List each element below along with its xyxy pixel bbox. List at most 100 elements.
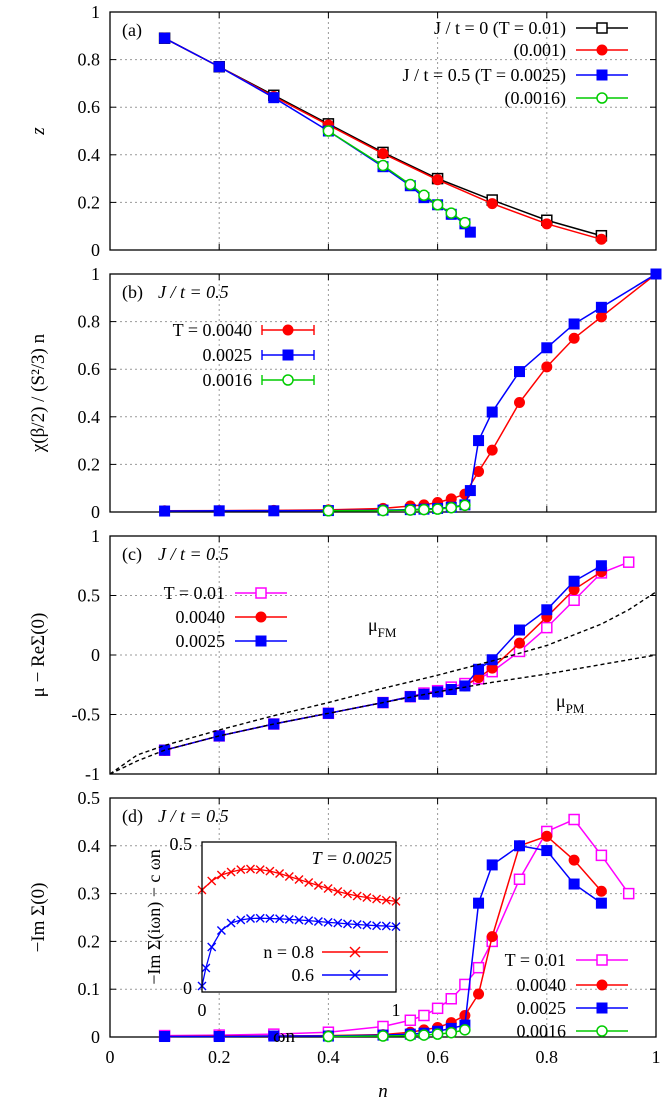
data-point [445, 501, 457, 514]
x-axis-label: n [378, 1081, 388, 1102]
y-tick-label: 0 [91, 1027, 100, 1047]
data-point [595, 233, 607, 245]
x-tick-label: 0.8 [536, 1047, 559, 1067]
data-point [381, 921, 391, 931]
data-point [377, 504, 389, 517]
series-line [164, 561, 629, 751]
data-point [595, 849, 608, 862]
series-line [164, 565, 602, 751]
series-line [164, 571, 602, 751]
data-point [255, 611, 267, 623]
data-point [459, 499, 471, 512]
data-point [473, 897, 485, 909]
data-point [459, 680, 471, 692]
y-tick-label: 0 [91, 645, 100, 665]
x-tick-label: 0.6 [426, 1047, 449, 1067]
x-tick-label: 0.4 [317, 1047, 340, 1067]
data-point [541, 361, 553, 373]
data-point [418, 189, 430, 202]
data-point [255, 913, 265, 923]
data-point [595, 301, 607, 313]
data-point [418, 1029, 430, 1041]
data-point [431, 199, 444, 211]
data-point [595, 885, 607, 897]
legend-label: 0.0040 [176, 607, 226, 627]
data-point [445, 207, 457, 219]
data-point [377, 159, 389, 172]
series-line [164, 273, 657, 512]
data-point-stroke [372, 894, 382, 904]
series-line [328, 504, 466, 512]
data-point [568, 332, 580, 344]
data-point [362, 920, 372, 930]
legend-label: T = 0.01 [505, 950, 566, 970]
data-point [404, 178, 417, 191]
data-point-stroke [246, 914, 255, 923]
data-point [486, 444, 498, 456]
y-tick-label: 0.8 [78, 50, 101, 70]
inset-x-tick-label: 0 [198, 1000, 207, 1020]
data-point [486, 198, 498, 210]
data-point-stroke [294, 875, 304, 884]
legend-label: (0.0016) [505, 88, 567, 109]
y-tick-label: 0.4 [78, 145, 101, 165]
data-point [473, 663, 485, 675]
data-point-stroke [343, 919, 352, 929]
inset-x-axis-label: ωn [273, 1026, 296, 1047]
data-point-stroke [323, 884, 333, 893]
data-point [445, 993, 457, 1005]
data-point-stroke [275, 869, 285, 878]
legend-label: 0.0025 [176, 631, 226, 651]
y-tick-label: 0.6 [78, 359, 101, 379]
data-point [226, 867, 236, 877]
data-point [159, 505, 171, 517]
data-point-stroke [352, 920, 362, 929]
data-point-stroke [333, 918, 343, 928]
data-point [596, 92, 608, 104]
y-tick-label: 0 [91, 502, 100, 522]
legend-label: T = 0.01 [164, 583, 225, 603]
data-point [362, 893, 372, 902]
data-point [284, 872, 294, 881]
data-point [255, 635, 267, 647]
data-point [622, 887, 635, 900]
y-tick-label: 0.2 [78, 931, 101, 951]
data-point [236, 865, 246, 875]
data-point [445, 1026, 457, 1039]
data-point [159, 32, 171, 44]
panel-label: (d) [122, 806, 143, 827]
data-point-stroke [216, 926, 226, 935]
data-point [294, 915, 304, 925]
data-point [622, 556, 635, 568]
data-point [514, 397, 525, 409]
panel-annotation: J / t = 0.5 [158, 282, 229, 302]
data-point-stroke [304, 878, 314, 887]
y-tick-label: 0 [91, 240, 100, 260]
data-point-stroke [372, 921, 382, 931]
data-point [236, 915, 246, 925]
data-point [377, 1030, 389, 1042]
data-point-stroke [349, 969, 361, 981]
data-point-stroke [349, 946, 361, 958]
data-point-stroke [207, 942, 217, 952]
data-point [349, 969, 361, 981]
y-tick-label: 1 [91, 264, 100, 284]
data-point [541, 604, 553, 616]
y-tick-label: 0.4 [78, 836, 101, 856]
data-point [322, 1030, 335, 1043]
y-axis-label: μ − ReΣ(0) [28, 613, 49, 698]
data-point [568, 854, 580, 866]
data-point [282, 374, 294, 386]
y-tick-label: 0.6 [78, 97, 101, 117]
data-point [650, 268, 662, 280]
data-point-stroke [381, 895, 391, 905]
panel-annotation: J / t = 0.5 [158, 544, 229, 564]
data-point [294, 875, 304, 884]
plot-frame [109, 11, 657, 251]
data-point [473, 988, 485, 1000]
data-point-stroke [323, 917, 333, 927]
data-point [333, 887, 343, 896]
data-point [431, 503, 444, 515]
data-point-stroke [226, 867, 236, 877]
data-point-stroke [207, 876, 217, 886]
